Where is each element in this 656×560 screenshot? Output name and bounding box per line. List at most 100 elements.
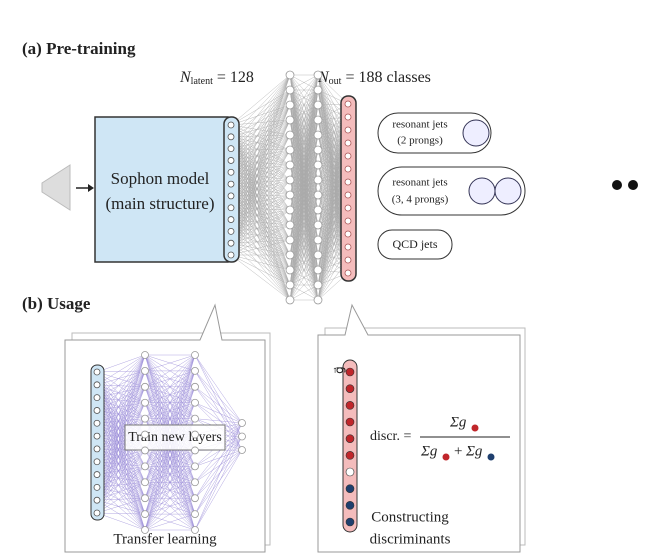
node — [192, 527, 199, 534]
node — [286, 251, 294, 259]
node — [192, 431, 199, 438]
node — [314, 176, 322, 184]
node — [94, 497, 100, 503]
node — [192, 495, 199, 502]
node — [228, 157, 234, 163]
node — [94, 382, 100, 388]
node — [142, 511, 149, 518]
node — [286, 281, 294, 289]
node — [286, 101, 294, 109]
class-label: resonant jets — [392, 119, 447, 131]
node — [345, 192, 351, 198]
dot — [628, 180, 638, 190]
node — [142, 399, 149, 406]
node — [314, 71, 322, 79]
node — [94, 472, 100, 478]
node — [94, 510, 100, 516]
node — [314, 86, 322, 94]
node — [142, 447, 149, 454]
class-label: QCD jets — [393, 237, 438, 251]
node — [142, 527, 149, 534]
node — [314, 266, 322, 274]
node — [345, 257, 351, 263]
node — [314, 251, 322, 259]
node — [314, 131, 322, 139]
node — [228, 193, 234, 199]
node — [192, 383, 199, 390]
node — [286, 266, 294, 274]
node — [94, 420, 100, 426]
node — [192, 479, 199, 486]
node — [94, 369, 100, 375]
formula-denominator: Σg — [465, 443, 483, 459]
output-label: Nout= 188 classes — [317, 69, 431, 88]
node — [286, 116, 294, 124]
score-dot — [346, 385, 354, 393]
value: = 128 — [217, 69, 254, 86]
node — [228, 181, 234, 187]
diagram: (a) Pre-training Nlatent= 128 Nout= 188 … — [0, 0, 656, 560]
node — [94, 459, 100, 465]
subscript: latent — [191, 76, 213, 87]
formula-plus: + — [454, 443, 462, 459]
cone-icon — [42, 165, 70, 210]
formula-numerator: Σg — [449, 414, 467, 430]
node — [286, 86, 294, 94]
node — [192, 447, 199, 454]
node — [192, 463, 199, 470]
score-dot — [346, 468, 354, 476]
node — [314, 296, 322, 304]
node — [239, 433, 246, 440]
jet-icon — [463, 120, 489, 146]
node — [228, 217, 234, 223]
dot — [612, 180, 622, 190]
node — [314, 221, 322, 229]
signal-dot — [443, 454, 450, 461]
node — [94, 395, 100, 401]
node — [345, 218, 351, 224]
score-dot — [346, 368, 354, 376]
jet-icon — [495, 178, 521, 204]
node — [314, 101, 322, 109]
formula-denominator: Σg — [420, 443, 438, 459]
node — [228, 205, 234, 211]
formula-lhs: discr. = — [370, 429, 411, 444]
node — [314, 191, 322, 199]
node — [314, 146, 322, 154]
section-title: (a) Pre-training — [22, 39, 136, 58]
node — [142, 463, 149, 470]
node — [286, 236, 294, 244]
class-label: (2 prongs) — [397, 135, 443, 147]
node — [345, 231, 351, 237]
node — [94, 484, 100, 490]
node — [345, 140, 351, 146]
node — [142, 415, 149, 422]
node — [314, 116, 322, 124]
signal-dot — [472, 425, 479, 432]
node — [286, 146, 294, 154]
node — [345, 179, 351, 185]
score-dot — [346, 401, 354, 409]
node — [286, 176, 294, 184]
class-label: (3, 4 prongs) — [392, 194, 449, 206]
node — [142, 352, 149, 359]
score-dot — [346, 435, 354, 443]
node — [345, 205, 351, 211]
node — [286, 161, 294, 169]
node — [345, 114, 351, 120]
node — [192, 352, 199, 359]
node — [94, 407, 100, 413]
node — [286, 131, 294, 139]
node — [239, 447, 246, 454]
score-dot — [346, 485, 354, 493]
node — [345, 153, 351, 159]
node — [142, 383, 149, 390]
node — [142, 479, 149, 486]
node — [345, 101, 351, 107]
node — [94, 446, 100, 452]
value: = 188 classes — [345, 69, 430, 86]
panel-caption: discriminants — [370, 531, 451, 547]
node — [239, 420, 246, 427]
node — [286, 71, 294, 79]
node — [314, 236, 322, 244]
